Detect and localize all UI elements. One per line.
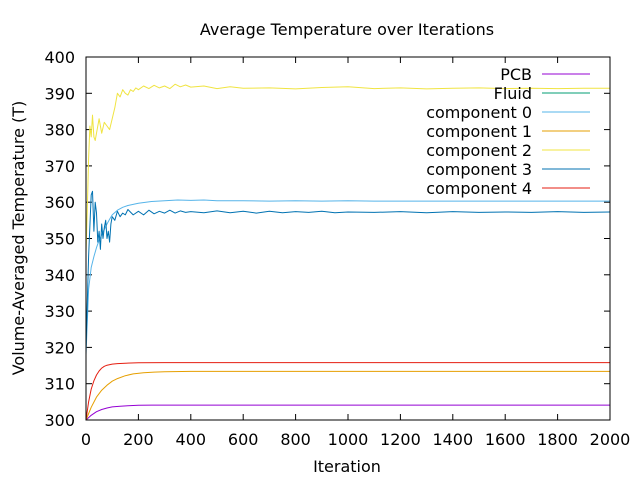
legend-label-component-0: component 0 xyxy=(426,103,532,122)
x-tick-label: 1400 xyxy=(432,430,473,449)
y-axis-title: Volume-Averaged Temperature (T) xyxy=(9,101,28,376)
y-tick-label: 400 xyxy=(44,48,75,67)
y-tick-label: 390 xyxy=(44,84,75,103)
y-tick-label: 320 xyxy=(44,338,75,357)
x-tick-label: 0 xyxy=(81,430,91,449)
y-tick-label: 370 xyxy=(44,157,75,176)
x-tick-label: 1000 xyxy=(328,430,369,449)
legend-label-component-3: component 3 xyxy=(426,160,532,179)
legend-label-component-2: component 2 xyxy=(426,141,532,160)
series-line-component-4 xyxy=(85,362,610,421)
x-tick-label: 600 xyxy=(228,430,259,449)
plot-frame xyxy=(85,56,611,421)
x-tick-label: 1800 xyxy=(537,430,578,449)
y-tick-label: 340 xyxy=(44,266,75,285)
legend-label-component-4: component 4 xyxy=(426,179,532,198)
y-tick-label: 300 xyxy=(44,411,75,430)
chart-title: Average Temperature over Iterations xyxy=(200,20,494,39)
x-tick-label: 800 xyxy=(280,430,311,449)
x-tick-label: 1600 xyxy=(485,430,526,449)
legend-label-pcb: PCB xyxy=(500,65,532,84)
x-tick-label: 400 xyxy=(176,430,207,449)
series-line-pcb xyxy=(85,404,610,421)
series-line-component-2 xyxy=(85,83,610,254)
y-tick-label: 380 xyxy=(44,121,75,140)
y-tick-label: 330 xyxy=(44,302,75,321)
x-axis-title: Iteration xyxy=(313,457,381,476)
legend-label-fluid: Fluid xyxy=(494,84,532,103)
y-tick-label: 310 xyxy=(44,375,75,394)
series-line-component-3 xyxy=(85,190,611,348)
tick-layer: 0 200 400 600 800 1000 1200 1400 1600 1800 2000 300… xyxy=(44,48,630,449)
x-tick-label: 200 xyxy=(123,430,154,449)
y-tick-label: 350 xyxy=(44,230,75,249)
legend-label-component-1: component 1 xyxy=(426,122,532,141)
x-tick-label: 2000 xyxy=(590,430,631,449)
y-tick-label: 360 xyxy=(44,193,75,212)
x-tick-label: 1200 xyxy=(380,430,421,449)
series-line-component-1 xyxy=(85,370,610,421)
